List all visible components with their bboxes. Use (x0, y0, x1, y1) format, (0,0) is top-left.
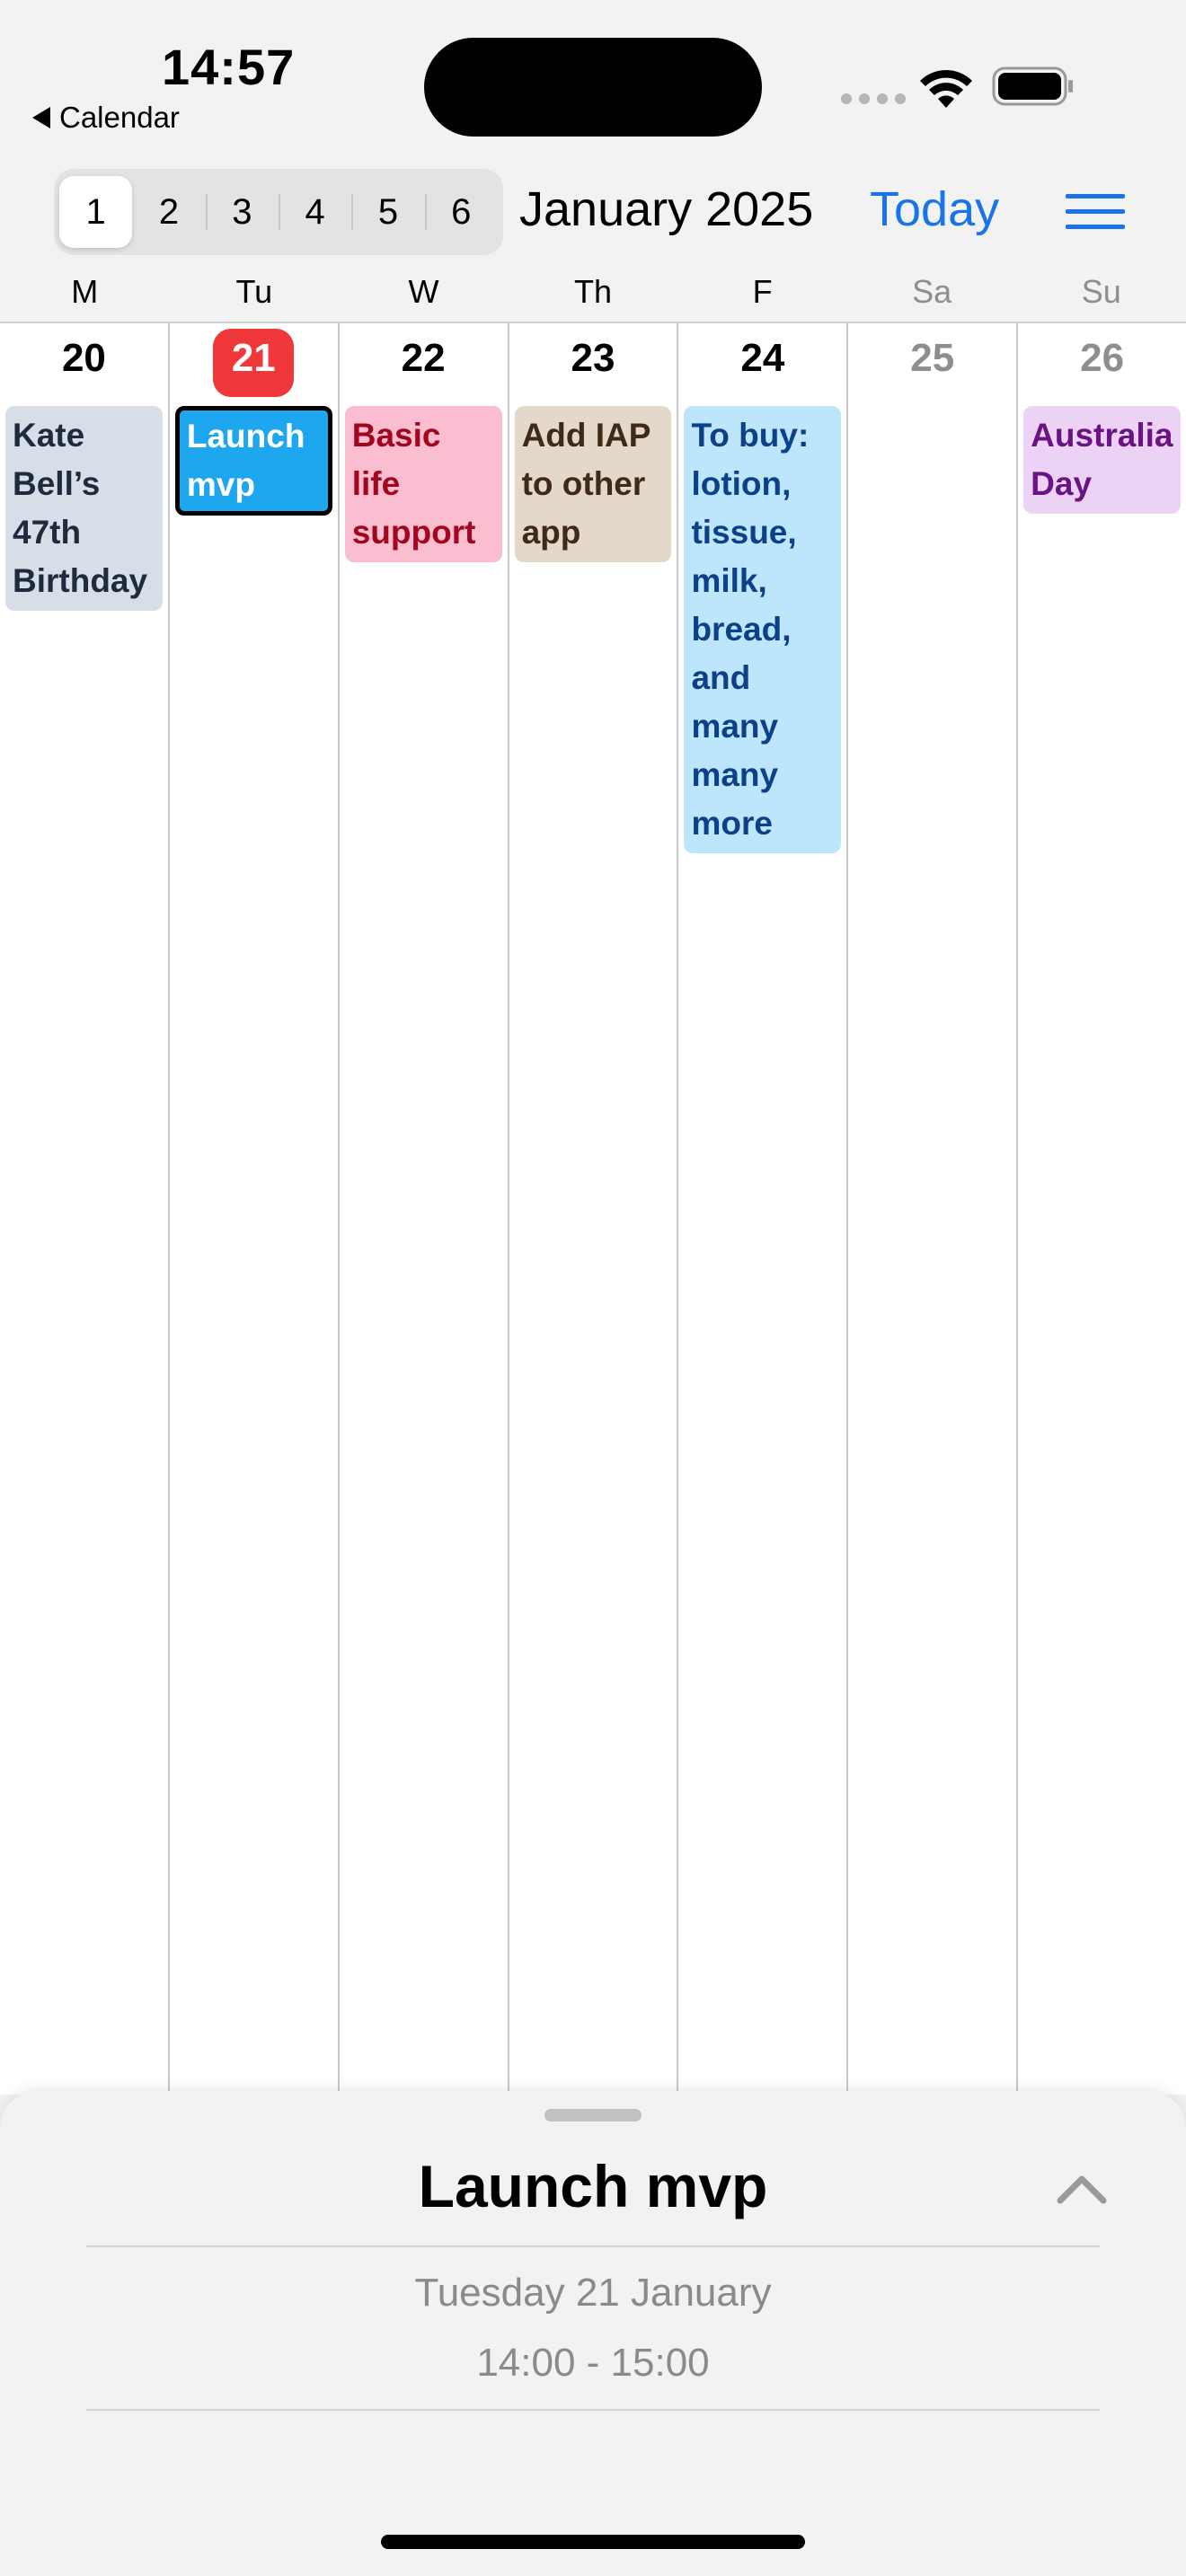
event-chip[interactable]: Basic life support (344, 406, 502, 562)
status-time: 14:57 (162, 39, 296, 95)
day-number: 20 (61, 336, 106, 380)
weekday-label: W (408, 273, 439, 310)
segment-2[interactable]: 2 (158, 191, 180, 232)
day-column-wed[interactable]: 22 Basic life support (340, 323, 509, 2095)
battery-icon (992, 66, 1073, 106)
event-detail-date: Tuesday 21 January (414, 2271, 772, 2315)
event-chip[interactable]: Kate Bell’s 47th Birthday (5, 406, 163, 611)
day-column-mon[interactable]: 20 Kate Bell’s 47th Birthday (0, 323, 170, 2095)
menu-icon[interactable] (1066, 194, 1125, 230)
day-column-fri[interactable]: 24 To buy: lotion, tissue, milk, bread, … (678, 323, 849, 2095)
event-chip[interactable]: To buy: lotion, tissue, milk, bread, and… (684, 406, 842, 853)
home-indicator[interactable] (381, 2535, 805, 2549)
weekday-label: F (752, 273, 773, 310)
wifi-icon (920, 69, 972, 108)
segment-5[interactable]: 5 (351, 176, 424, 248)
day-column-thu[interactable]: 23 Add IAP to other app (509, 323, 679, 2095)
segment-1[interactable]: 1 (59, 176, 133, 248)
day-number: 26 (1080, 336, 1125, 380)
event-chip-selected[interactable]: Launch mvp (174, 406, 332, 516)
day-column-tue[interactable]: 21 Launch mvp (170, 323, 340, 2095)
back-arrow-icon (32, 107, 50, 128)
dynamic-island (424, 38, 762, 137)
sheet-divider (86, 2409, 1100, 2411)
event-detail-sheet: Launch mvp Tuesday 21 January 14:00 - 15… (0, 2091, 1186, 2576)
today-indicator (213, 329, 295, 397)
day-column-sun[interactable]: 26 Australia Day (1018, 323, 1186, 2095)
cellular-signal-icon (841, 93, 906, 104)
weekday-label: Tu (235, 273, 273, 310)
day-column-sat[interactable]: 25 (848, 323, 1019, 2095)
segment-4[interactable]: 4 (278, 176, 351, 248)
weekday-label: Sa (912, 273, 952, 310)
event-chip[interactable]: Australia Day (1023, 406, 1182, 514)
segment-6[interactable]: 6 (424, 176, 498, 248)
days-count-segmented-control: 1 2 3 4 5 6 (54, 169, 503, 255)
weekday-label: Su (1081, 273, 1121, 310)
back-to-calendar-link[interactable]: Calendar (32, 101, 180, 135)
event-detail-time: 14:00 - 15:00 (476, 2341, 710, 2385)
day-number: 22 (401, 336, 446, 380)
weekday-label: M (71, 273, 99, 310)
month-title: January 2025 (519, 182, 814, 236)
day-number-today: 21 (231, 336, 276, 380)
segment-3[interactable]: 3 (205, 176, 279, 248)
chevron-up-icon[interactable] (1055, 2170, 1109, 2206)
header-divider (0, 322, 1186, 323)
sheet-grabber[interactable] (544, 2109, 642, 2122)
event-detail-title: Launch mvp (418, 2153, 768, 2219)
back-link-label: Calendar (59, 101, 180, 134)
weekday-label: Th (574, 273, 613, 310)
day-number: 24 (740, 336, 785, 380)
sheet-divider (86, 2245, 1100, 2247)
today-button[interactable]: Today (870, 182, 1000, 236)
event-chip[interactable]: Add IAP to other app (514, 406, 672, 562)
weekday-header: M Tu W Th F Sa Su (0, 273, 1186, 322)
week-grid: 20 Kate Bell’s 47th Birthday 21 Launch m… (0, 323, 1186, 2095)
day-number: 25 (910, 336, 955, 380)
day-number: 23 (571, 336, 615, 380)
